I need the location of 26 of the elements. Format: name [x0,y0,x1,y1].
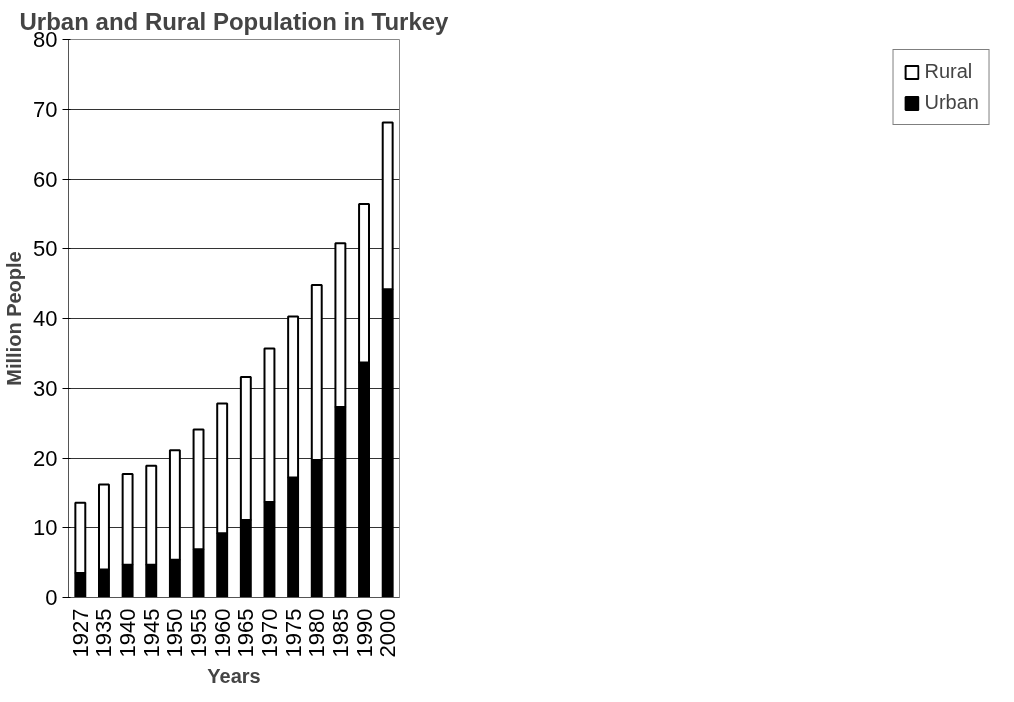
y-tick-label: 40 [33,306,58,331]
x-tick-label: 1945 [138,608,164,658]
x-tick-label: 1990 [351,608,377,658]
x-tick-label: 1965 [233,608,259,658]
x-tick-label: 1935 [91,608,117,658]
x-tick-label: 1955 [186,608,212,658]
x-tick-label: 1970 [256,608,282,658]
x-tick-label: 1927 [67,608,93,658]
legend-label: Rural [924,60,973,83]
x-tick-label: 1940 [115,608,141,658]
y-tick-label: 70 [33,96,58,122]
x-tick-label: 1950 [162,608,188,658]
y-tick-label: 20 [33,445,58,471]
y-tick-label: 30 [33,375,58,401]
x-tick-label: 1985 [327,608,353,658]
legend-label: Urban [924,91,979,114]
x-axis-title: Years [207,665,261,688]
x-tick-label: 1980 [304,608,330,658]
x-tick-label: 2000 [375,608,401,658]
x-tick-label: 1975 [280,608,306,658]
y-tick-label: 50 [33,236,58,262]
y-tick-label: 10 [33,515,58,541]
y-axis-title: Million People [3,251,26,386]
y-tick-label: 60 [33,166,58,192]
y-tick-label: 0 [45,585,58,610]
x-tick-label: 1960 [209,608,235,658]
